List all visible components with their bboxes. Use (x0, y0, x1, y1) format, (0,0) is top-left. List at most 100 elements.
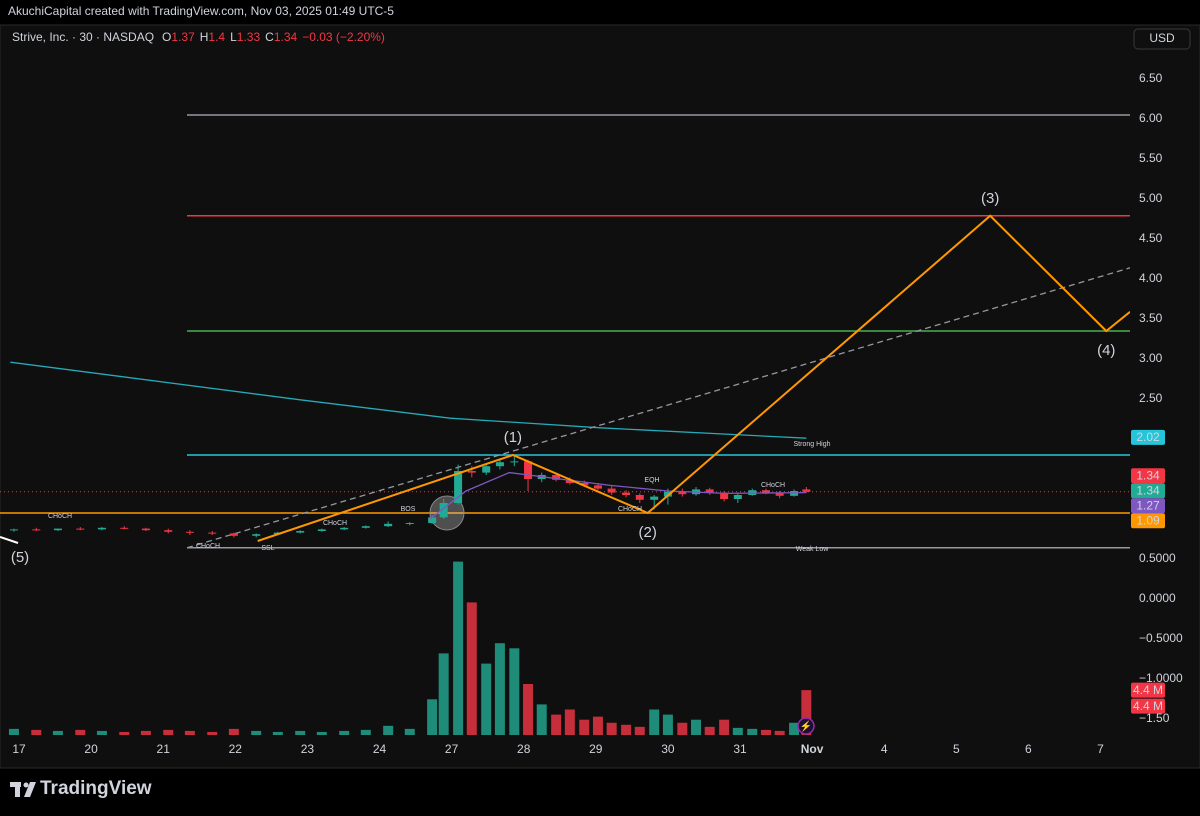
candle-body (495, 462, 504, 467)
candle-body (802, 489, 811, 492)
volume-tag (1131, 682, 1165, 698)
trend-line (186, 267, 1130, 549)
volume-bar (564, 709, 575, 735)
volume-bar (360, 729, 371, 735)
y-tick-label: 3.00 (1139, 351, 1163, 365)
volume-bar (704, 726, 715, 735)
volume-bar (801, 690, 812, 735)
candle-body (361, 526, 370, 528)
candle-body (720, 492, 729, 499)
x-tick-label: 21 (157, 742, 171, 756)
y-tick-label: 4.00 (1139, 271, 1163, 285)
volume-tag-label: 4.4 M (1133, 683, 1163, 697)
candle-body (607, 488, 616, 493)
candle-body (565, 479, 574, 483)
x-tick-label: 31 (733, 742, 747, 756)
candle-body (552, 475, 561, 480)
annotation: CHoCH (48, 513, 72, 520)
candle-body (120, 527, 129, 529)
ohlc-label: L (230, 30, 237, 44)
wave-start-mark (0, 536, 19, 544)
volume-bar (8, 728, 19, 735)
legend: Strive, Inc. · 30 · NASDAQ O1.37 H1.4 L1.33… (12, 30, 385, 44)
candle-body (678, 491, 687, 495)
price-tag (1131, 429, 1165, 445)
x-tick-label: 23 (301, 742, 315, 756)
volume-bar (96, 730, 107, 735)
annotation: SSL (261, 545, 274, 552)
wave-label: (3) (981, 190, 999, 207)
volume-bar (52, 730, 63, 735)
price-tag (1131, 513, 1165, 529)
chart-pane (0, 24, 1200, 769)
candle-body (428, 517, 437, 523)
volume-bar (383, 725, 394, 735)
candle-body (76, 528, 85, 530)
volume-bar (228, 728, 239, 735)
volume-bar (732, 727, 743, 735)
candle-body (229, 533, 238, 536)
x-tick-label: 28 (517, 742, 531, 756)
annotation: CHoCH (196, 543, 220, 550)
x-tick-label: 20 (84, 742, 98, 756)
volume-bar (316, 731, 327, 735)
event-icon[interactable] (797, 717, 815, 735)
candle-body (439, 503, 448, 518)
x-tick-label: 5 (953, 742, 960, 756)
volume-bar (427, 699, 438, 735)
volume-bar (760, 729, 771, 735)
x-tick-label: 22 (229, 742, 243, 756)
event-icon-glyph: ⚡ (800, 720, 812, 733)
annotation: EQH (644, 477, 659, 484)
price-tag-label: 2.02 (1136, 430, 1160, 444)
candle-body (340, 527, 349, 530)
y-tick-label: −0.5000 (1139, 631, 1183, 645)
wave-label: (2) (639, 524, 657, 541)
x-tick-label: 17 (12, 742, 26, 756)
candle-body (482, 466, 491, 473)
candle-body (141, 528, 150, 531)
candle-body (53, 528, 62, 531)
candle-body (208, 532, 217, 534)
wave-path (257, 214, 1130, 542)
candle-body (510, 461, 519, 463)
y-tick-label: −1.0000 (1139, 671, 1183, 685)
annotation: CHoCH (761, 482, 785, 489)
volume-bar (31, 729, 42, 735)
ohlc-value: 1.34 (274, 30, 298, 44)
wave-start-label: (5) (11, 549, 29, 566)
candle-body (296, 531, 305, 533)
annotation: Weak Low (796, 546, 829, 553)
candle-body (454, 471, 463, 503)
volume-bar (509, 648, 520, 735)
candle-body (32, 529, 41, 531)
candle-body (761, 490, 770, 493)
volume-bar (184, 730, 195, 735)
candle-body (97, 527, 106, 530)
moving-average-short (429, 471, 807, 520)
volume-bar (272, 731, 283, 735)
x-tick-label: 29 (589, 742, 603, 756)
candle-body (9, 529, 18, 531)
volume-bar (438, 653, 449, 735)
volume-bar (592, 716, 603, 735)
candle-body (650, 496, 659, 500)
candle-body (705, 489, 714, 493)
volume-bar (494, 643, 505, 735)
y-tick-label: 6.00 (1139, 111, 1163, 125)
volume-bar (481, 663, 492, 735)
volume-bar (207, 731, 218, 735)
x-tick-label: 7 (1097, 742, 1104, 756)
candle-body (635, 495, 644, 500)
y-tick-label: 5.00 (1139, 191, 1163, 205)
y-tick-label: 0.0000 (1139, 591, 1176, 605)
volume-bar (523, 684, 534, 735)
volume-bar (75, 729, 86, 735)
candle-body (405, 523, 414, 524)
currency-button[interactable] (1133, 28, 1191, 50)
annotation: Strong High (794, 441, 831, 448)
ohlc-value: 1.33 (237, 30, 261, 44)
y-tick-label: 0.5000 (1139, 551, 1176, 565)
volume-bar (719, 719, 730, 735)
volume-bar (662, 714, 673, 735)
